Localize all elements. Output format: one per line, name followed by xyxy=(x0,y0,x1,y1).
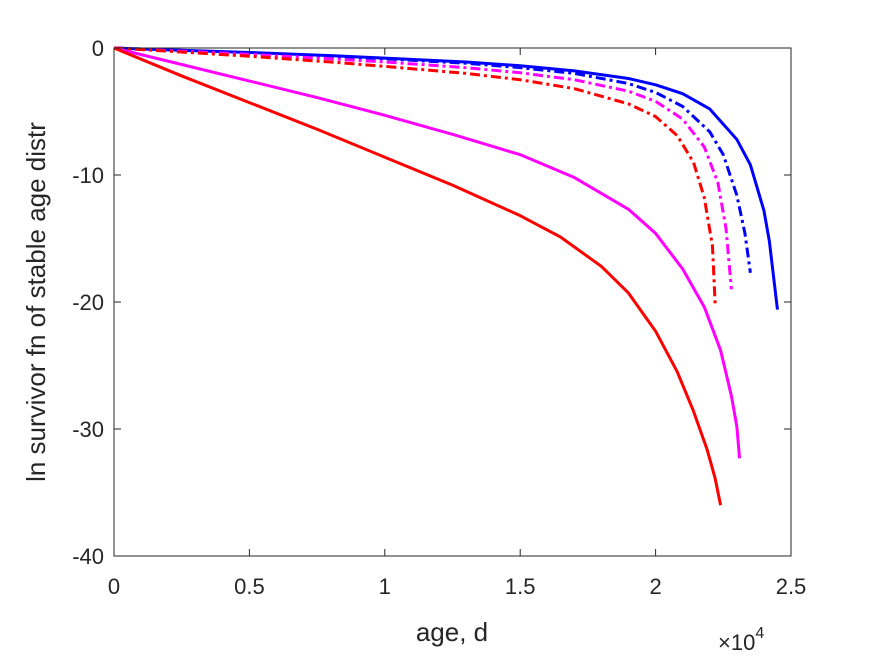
x-tick-label: 2 xyxy=(649,574,661,599)
series-layer xyxy=(113,46,779,506)
series-line-5 xyxy=(113,46,742,459)
x-tick-label: 1.5 xyxy=(505,574,536,599)
series-line-3 xyxy=(113,46,733,290)
series-line-2 xyxy=(113,46,752,273)
y-axis-title: ln survivor fn of stable age distr xyxy=(21,122,51,482)
x-tick-label: 1 xyxy=(379,574,391,599)
y-tick-label: -20 xyxy=(72,290,104,315)
plot-background xyxy=(114,48,791,556)
series-line-6 xyxy=(113,46,723,506)
tick-layer: 0 0.5 1 1.5 2 2.5 -40 -30 -20 -10 0 xyxy=(72,36,806,599)
y-tick-label: -30 xyxy=(72,417,104,442)
x-tick-label: 0 xyxy=(108,574,120,599)
x-tick-label: 2.5 xyxy=(776,574,807,599)
x-exponent-label: ×104 xyxy=(718,625,764,655)
x-tick-label: 0.5 xyxy=(234,574,265,599)
y-tick-label: 0 xyxy=(92,36,104,61)
x-axis-title: age, d xyxy=(416,617,488,647)
y-tick-label: -40 xyxy=(72,544,104,569)
y-tick-label: -10 xyxy=(72,163,104,188)
series-line-4 xyxy=(113,46,717,305)
